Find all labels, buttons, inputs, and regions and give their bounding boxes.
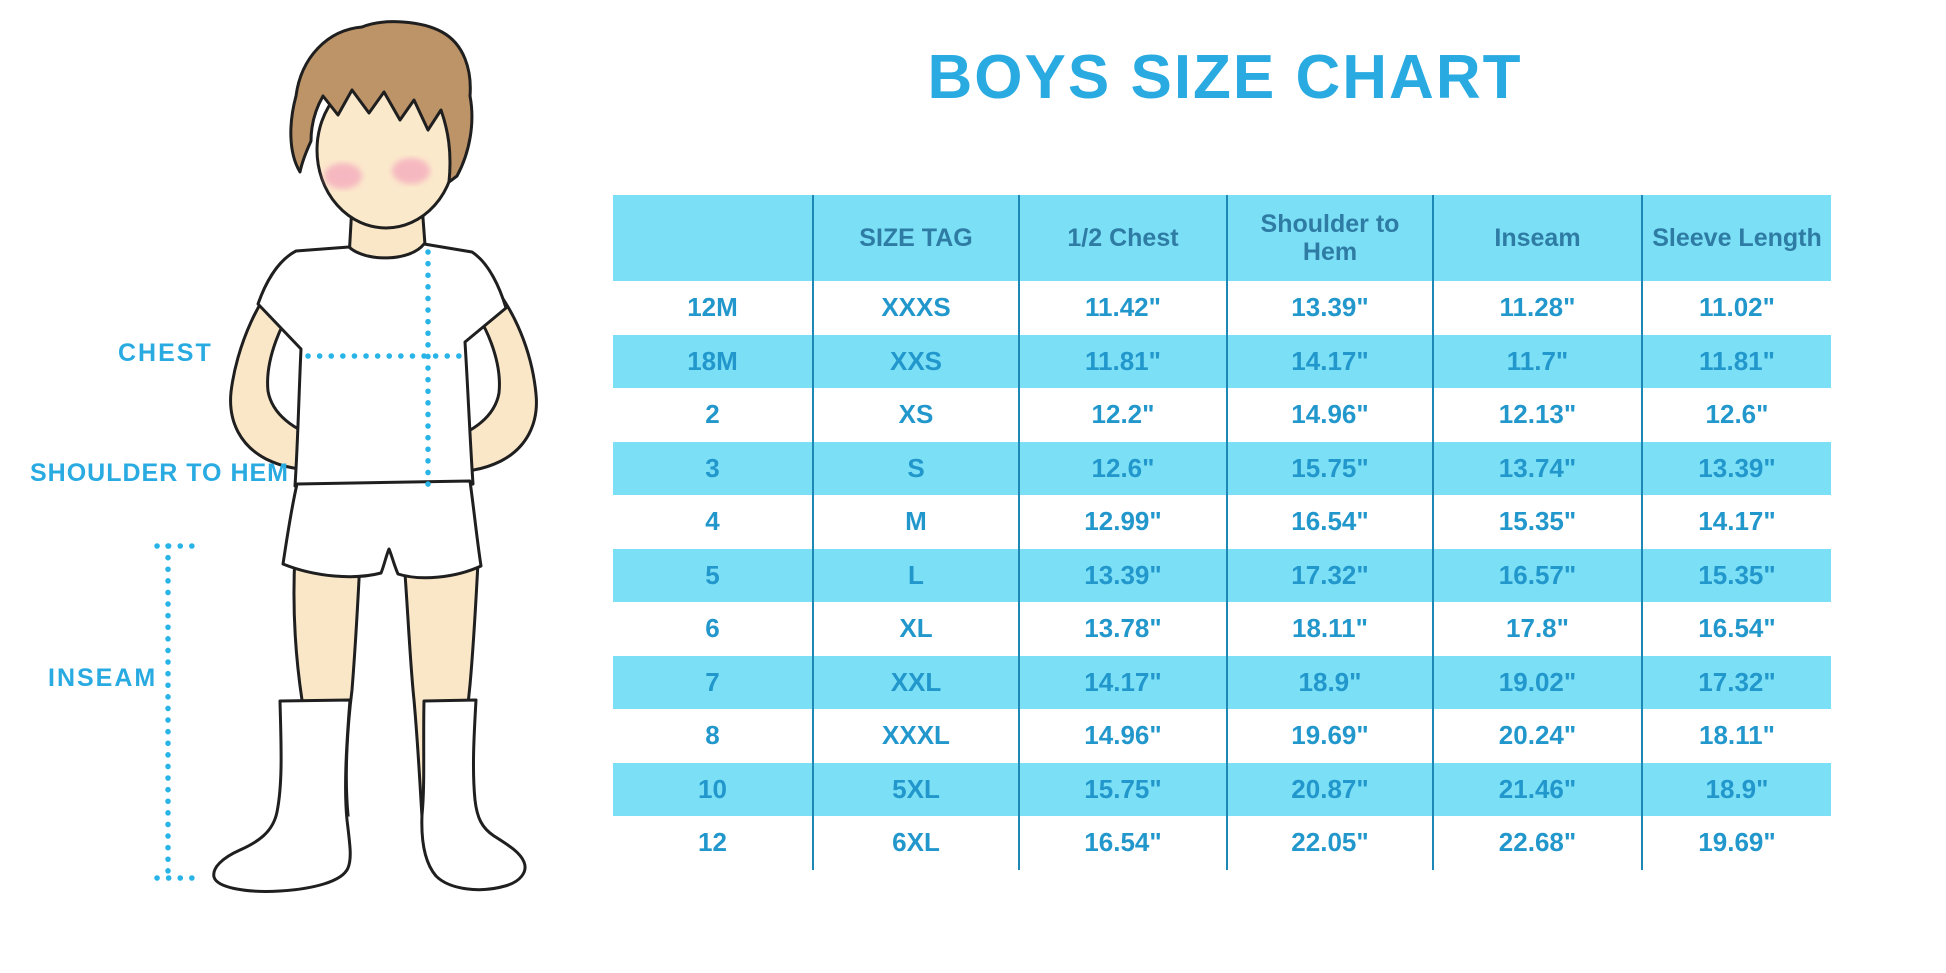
size-cell: 4 bbox=[705, 506, 720, 537]
value-cell: 19.69" bbox=[1226, 709, 1433, 763]
size-cell: 2 bbox=[705, 399, 720, 430]
value-cell: M bbox=[812, 495, 1019, 549]
value-cell: 15.35" bbox=[1432, 495, 1642, 549]
value-cell: 12.99" bbox=[1018, 495, 1227, 549]
size-cell: 18M bbox=[613, 334, 813, 388]
boy-illustration bbox=[154, 20, 538, 893]
value-cell: 5XL bbox=[812, 762, 1019, 816]
value-cell: 18.11" bbox=[1226, 602, 1433, 656]
table-row: 4 M 12.99" 16.54" 15.35" 14.17" bbox=[613, 495, 1831, 549]
value-cell: 17.32" bbox=[1641, 655, 1831, 709]
value-cell: 22.05" bbox=[1226, 816, 1433, 870]
size-cell: 5 bbox=[613, 548, 813, 602]
value-cell: 11.42" bbox=[1018, 281, 1227, 335]
value-cell: 15.35" bbox=[1641, 548, 1831, 602]
column-header: Sleeve Length bbox=[1641, 195, 1831, 281]
table-row: 8 XXXL 14.96" 19.69" 20.24" 18.11" bbox=[613, 709, 1831, 763]
value-cell: 19.02" bbox=[1432, 655, 1642, 709]
column-header: Shoulder to Hem bbox=[1226, 195, 1433, 281]
size-cell: 12 bbox=[698, 827, 727, 858]
value-cell: 11.81" bbox=[1641, 334, 1831, 388]
value-cell: 14.96" bbox=[1018, 709, 1227, 763]
value-cell: S bbox=[812, 441, 1019, 495]
inseam-label: INSEAM bbox=[48, 664, 158, 692]
size-cell: 10 bbox=[613, 762, 813, 816]
value-cell: 22.68" bbox=[1432, 816, 1642, 870]
table-header-row: SIZE TAG 1/2 Chest Shoulder to Hem Inseam Sl… bbox=[613, 195, 1831, 281]
value-cell: 11.7" bbox=[1432, 334, 1642, 388]
table-row: 7 XXL 14.17" 18.9" 19.02" 17.32" bbox=[613, 655, 1831, 709]
size-cell: 8 bbox=[705, 720, 720, 751]
table-row: 5 L 13.39" 17.32" 16.57" 15.35" bbox=[613, 548, 1831, 602]
left-sock bbox=[212, 698, 352, 893]
value-cell: 15.75" bbox=[1018, 762, 1227, 816]
value-cell: 16.54" bbox=[1226, 495, 1433, 549]
value-cell: 17.8" bbox=[1432, 602, 1642, 656]
value-cell: 13.39" bbox=[1226, 281, 1433, 335]
value-cell: 14.17" bbox=[1018, 655, 1227, 709]
value-cell: L bbox=[812, 548, 1019, 602]
right-arm bbox=[443, 266, 538, 473]
shorts bbox=[281, 479, 483, 580]
shoulder-to-hem-label: SHOULDER TO HEM bbox=[30, 459, 289, 487]
value-cell: 11.28" bbox=[1432, 281, 1642, 335]
column-header: SIZE TAG bbox=[812, 195, 1019, 281]
value-cell: XXL bbox=[812, 655, 1019, 709]
value-cell: XXXL bbox=[812, 709, 1019, 763]
value-cell: 18.11" bbox=[1641, 709, 1831, 763]
value-cell: 16.54" bbox=[1018, 816, 1227, 870]
table-row: 3 S 12.6" 15.75" 13.74" 13.39" bbox=[613, 441, 1831, 495]
table-row: 18M XXS 11.81" 14.17" 11.7" 11.81" bbox=[613, 334, 1831, 388]
table-row: 12M XXXS 11.42" 13.39" 11.28" 11.02" bbox=[613, 281, 1831, 335]
value-cell: 18.9" bbox=[1641, 762, 1831, 816]
value-cell: 13.78" bbox=[1018, 602, 1227, 656]
size-table: SIZE TAG 1/2 Chest Shoulder to Hem Inseam Sl… bbox=[613, 195, 1831, 870]
value-cell: XS bbox=[812, 388, 1019, 442]
corner-cell bbox=[613, 195, 813, 281]
value-cell: 12.2" bbox=[1018, 388, 1227, 442]
value-cell: 12.6" bbox=[1018, 441, 1227, 495]
size-cell: 7 bbox=[613, 655, 813, 709]
size-cell: 12M bbox=[687, 292, 738, 323]
value-cell: 19.69" bbox=[1641, 816, 1831, 870]
value-cell: 11.81" bbox=[1018, 334, 1227, 388]
value-cell: 12.6" bbox=[1641, 388, 1831, 442]
value-cell: 11.02" bbox=[1641, 281, 1831, 335]
table-row: 2 XS 12.2" 14.96" 12.13" 12.6" bbox=[613, 388, 1831, 442]
left-blush bbox=[324, 163, 362, 189]
value-cell: 20.24" bbox=[1432, 709, 1642, 763]
value-cell: 20.87" bbox=[1226, 762, 1433, 816]
value-cell: 14.96" bbox=[1226, 388, 1433, 442]
value-cell: 14.17" bbox=[1226, 334, 1433, 388]
value-cell: XXXS bbox=[812, 281, 1019, 335]
left-arm bbox=[229, 260, 324, 471]
value-cell: 12.13" bbox=[1432, 388, 1642, 442]
value-cell: 13.74" bbox=[1432, 441, 1642, 495]
value-cell: 13.39" bbox=[1018, 548, 1227, 602]
right-sock bbox=[420, 698, 527, 892]
value-cell: 17.32" bbox=[1226, 548, 1433, 602]
value-cell: 16.54" bbox=[1641, 602, 1831, 656]
table-row: 12 6XL 16.54" 22.05" 22.68" 19.69" bbox=[613, 816, 1831, 870]
chest-label: CHEST bbox=[118, 339, 213, 367]
value-cell: 16.57" bbox=[1432, 548, 1642, 602]
value-cell: 21.46" bbox=[1432, 762, 1642, 816]
value-cell: 15.75" bbox=[1226, 441, 1433, 495]
value-cell: XXS bbox=[812, 334, 1019, 388]
value-cell: 6XL bbox=[812, 816, 1019, 870]
page-title: BOYS SIZE CHART bbox=[927, 43, 1523, 112]
value-cell: 18.9" bbox=[1226, 655, 1433, 709]
value-cell: 14.17" bbox=[1641, 495, 1831, 549]
size-cell: 3 bbox=[613, 441, 813, 495]
column-header: Inseam bbox=[1432, 195, 1642, 281]
value-cell: 13.39" bbox=[1641, 441, 1831, 495]
right-blush bbox=[392, 158, 430, 184]
table-row: 6 XL 13.78" 18.11" 17.8" 16.54" bbox=[613, 602, 1831, 656]
value-cell: XL bbox=[812, 602, 1019, 656]
hair bbox=[289, 20, 474, 184]
size-cell: 6 bbox=[705, 613, 720, 644]
column-header: 1/2 Chest bbox=[1018, 195, 1227, 281]
table-row: 10 5XL 15.75" 20.87" 21.46" 18.9" bbox=[613, 762, 1831, 816]
